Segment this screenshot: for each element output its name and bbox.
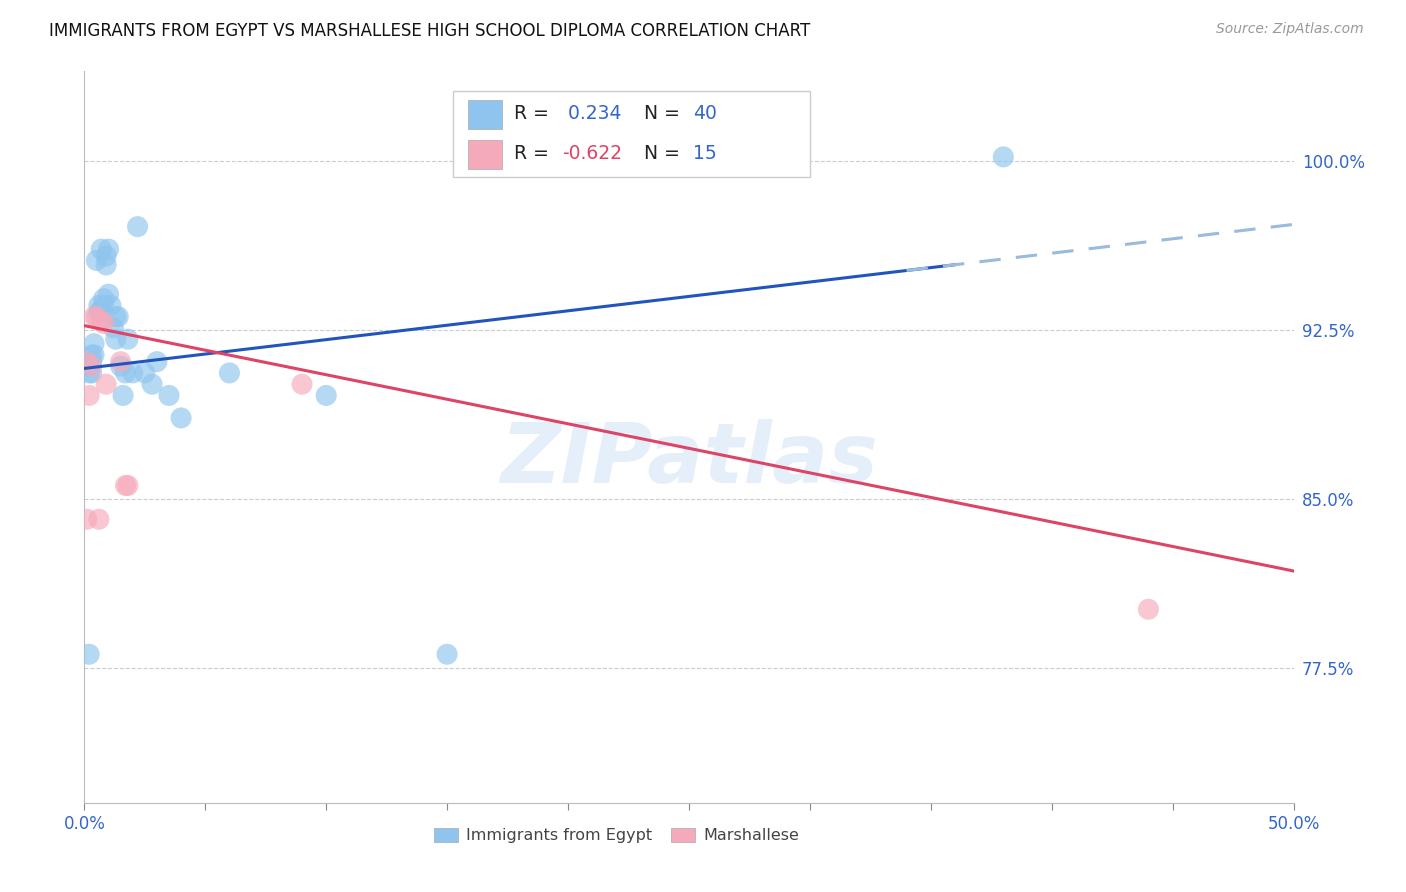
Point xyxy=(93,292,115,306)
Point xyxy=(107,310,129,324)
Point xyxy=(218,366,240,380)
Point xyxy=(76,357,98,371)
Point xyxy=(127,219,149,234)
Point xyxy=(86,253,108,268)
Point xyxy=(157,388,180,402)
Text: Source: ZipAtlas.com: Source: ZipAtlas.com xyxy=(1216,22,1364,37)
Point xyxy=(146,354,169,368)
Point xyxy=(76,512,98,526)
Point xyxy=(117,332,139,346)
Point xyxy=(436,647,458,661)
Text: 15: 15 xyxy=(693,144,716,162)
Point xyxy=(103,321,125,335)
Point xyxy=(77,388,100,402)
Point xyxy=(90,314,112,328)
FancyBboxPatch shape xyxy=(453,91,810,178)
Point xyxy=(134,366,156,380)
Bar xyxy=(468,100,502,129)
Point xyxy=(94,258,117,272)
Point xyxy=(93,298,115,312)
Point xyxy=(83,310,105,324)
Text: R =: R = xyxy=(513,144,554,162)
Text: ZIPatlas: ZIPatlas xyxy=(501,418,877,500)
Point xyxy=(315,388,337,402)
Point xyxy=(90,302,112,317)
Point xyxy=(97,242,120,256)
Point xyxy=(100,298,122,312)
Point xyxy=(80,354,103,368)
Text: 40: 40 xyxy=(693,104,717,123)
Point xyxy=(993,150,1015,164)
Point xyxy=(97,287,120,301)
Point xyxy=(80,348,103,362)
Point xyxy=(76,354,98,368)
Point xyxy=(83,336,105,351)
Point xyxy=(112,388,135,402)
Point xyxy=(87,512,110,526)
Legend: Immigrants from Egypt, Marshallese: Immigrants from Egypt, Marshallese xyxy=(427,822,806,850)
Text: N =: N = xyxy=(644,144,686,162)
Point xyxy=(77,647,100,661)
Text: N =: N = xyxy=(644,104,686,123)
Point xyxy=(104,332,127,346)
Point xyxy=(94,249,117,263)
Point xyxy=(77,359,100,374)
Point xyxy=(121,366,143,380)
Point xyxy=(90,242,112,256)
Point xyxy=(291,377,314,392)
Point xyxy=(87,298,110,312)
Point xyxy=(94,377,117,392)
Point xyxy=(77,366,100,380)
Bar xyxy=(468,139,502,169)
Point xyxy=(170,411,193,425)
Point xyxy=(87,305,110,319)
Point xyxy=(80,359,103,374)
Point xyxy=(80,366,103,380)
Text: IMMIGRANTS FROM EGYPT VS MARSHALLESE HIGH SCHOOL DIPLOMA CORRELATION CHART: IMMIGRANTS FROM EGYPT VS MARSHALLESE HIG… xyxy=(49,22,810,40)
Text: R =: R = xyxy=(513,104,554,123)
Point xyxy=(83,348,105,362)
Point xyxy=(93,317,115,331)
Text: -0.622: -0.622 xyxy=(562,144,621,162)
Point xyxy=(1137,602,1160,616)
Point xyxy=(110,354,132,368)
Point xyxy=(114,366,136,380)
Point xyxy=(110,359,132,374)
Point xyxy=(141,377,163,392)
Text: 0.234: 0.234 xyxy=(562,104,621,123)
Point xyxy=(104,310,127,324)
Point xyxy=(117,478,139,492)
Point xyxy=(114,478,136,492)
Point xyxy=(86,310,108,324)
